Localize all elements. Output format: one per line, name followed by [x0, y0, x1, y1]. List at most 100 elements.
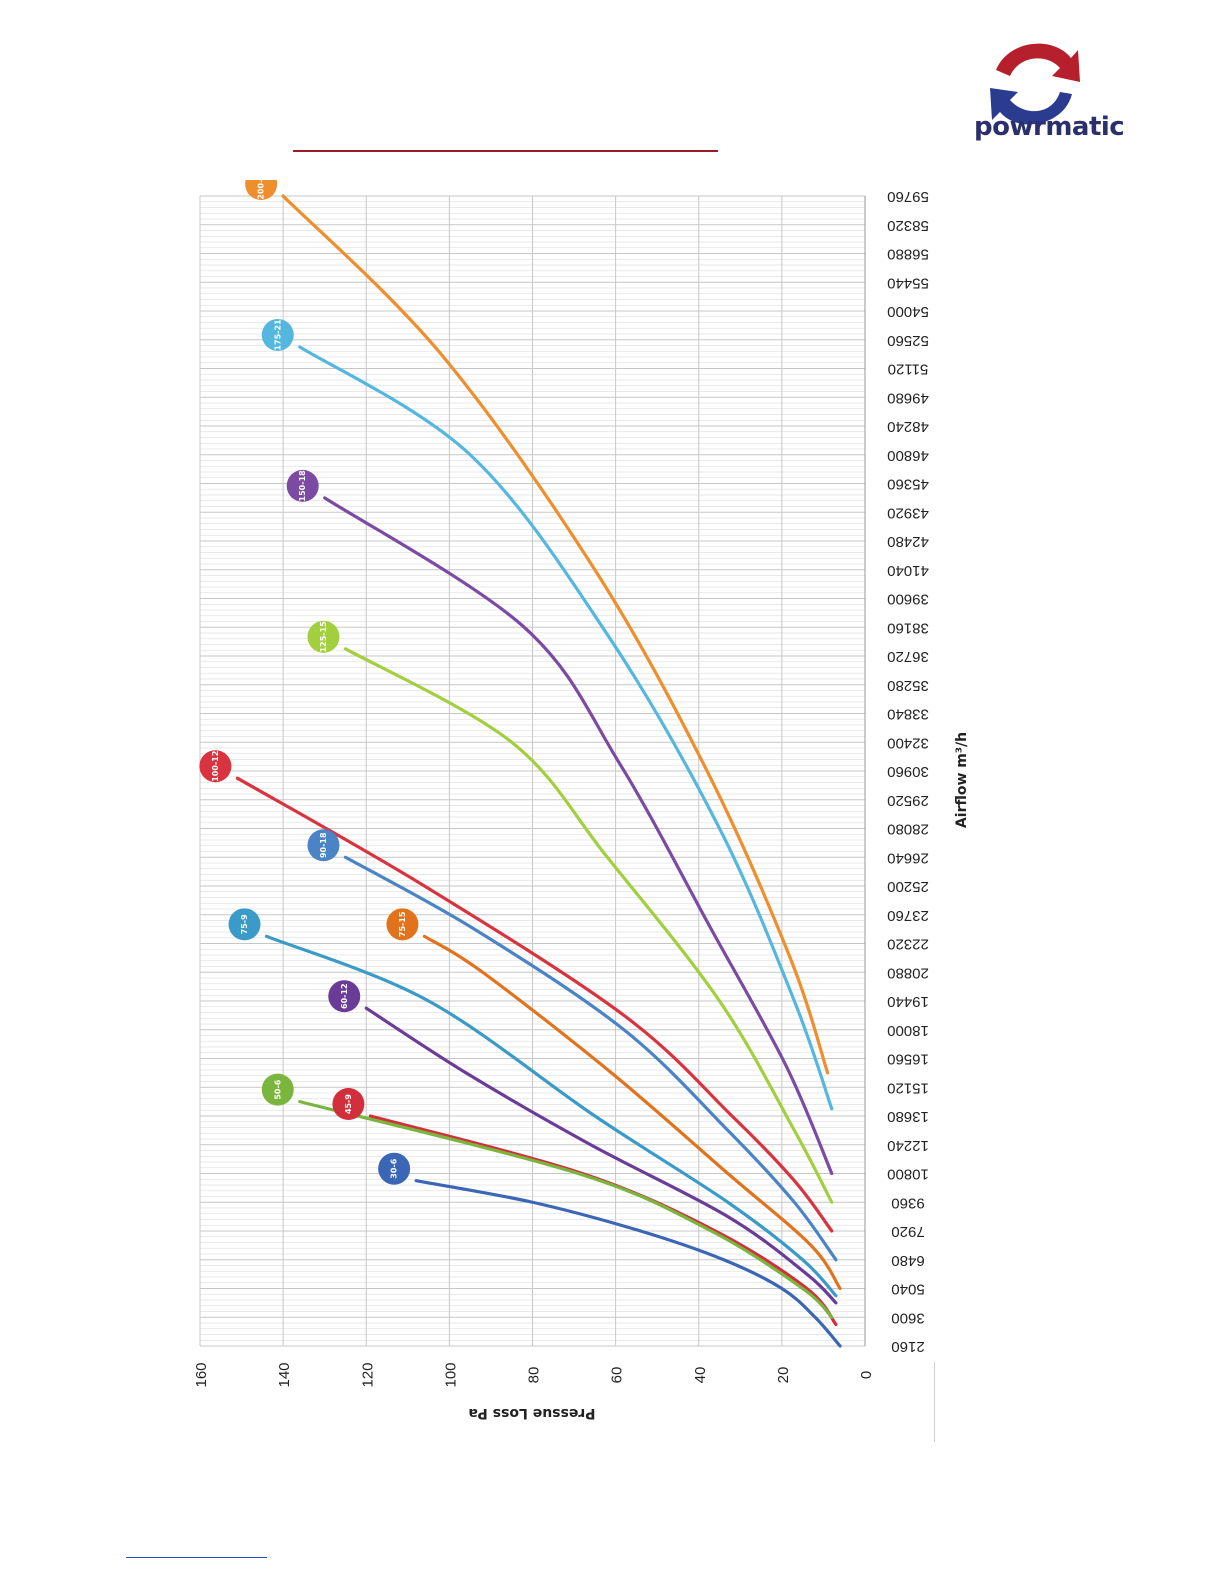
series-line-175-21	[298, 345, 834, 1111]
series-line-75-9	[264, 934, 838, 1298]
series-label-75-15: 75-15	[398, 911, 407, 937]
airflow-tick-label: 5040	[891, 1281, 924, 1298]
airflow-tick-label: 55440	[887, 274, 929, 291]
series-badge-125-15	[307, 620, 340, 653]
title-rule	[293, 150, 718, 152]
series-badge-150-18	[286, 469, 319, 502]
airflow-tick-label: 54000	[887, 303, 929, 320]
series-label-45-9: 45-9	[344, 1094, 353, 1114]
red-arrow-icon	[996, 43, 1080, 82]
airflow-tick-label: 35280	[887, 677, 929, 694]
series-label-30-6: 30-6	[390, 1158, 399, 1178]
airflow-tick-label: 52560	[887, 332, 929, 349]
airflow-tick-label: 48240	[887, 418, 929, 435]
series-badge-100-12	[199, 750, 232, 783]
airflow-tick-label: 9360	[891, 1194, 924, 1211]
pressure-tick-label: 140	[276, 1362, 293, 1387]
series-badge-75-15	[386, 908, 419, 941]
pressure-tick-label: 40	[692, 1367, 709, 1384]
airflow-tick-label: 49680	[887, 389, 929, 406]
airflow-tick-label: 59760	[887, 188, 929, 205]
airflow-tick-label: 32400	[887, 734, 929, 751]
pressure-loss-chart: 2160 3600 5040 6480 7920 9360 10800 12240 13680 1…	[193, 180, 970, 1421]
pressure-tick-label: 100	[442, 1362, 459, 1387]
series-line-200-24	[281, 194, 830, 1075]
series-badge-175-21	[261, 318, 294, 351]
airflow-tick-label: 15120	[887, 1079, 929, 1096]
series-line-90-18	[343, 855, 838, 1262]
airflow-tick-label: 36720	[887, 648, 929, 665]
series-line-60-12	[364, 1006, 838, 1305]
x-axis-title: Airflow m³/h	[954, 732, 970, 828]
airflow-tick-label: 51120	[888, 361, 929, 378]
airflow-tick-label: 42480	[887, 533, 929, 550]
y-axis-title: Pressue Loss Pa	[468, 1405, 595, 1421]
powrmatic-logo	[990, 43, 1080, 125]
series-badge-50-6	[261, 1073, 294, 1106]
pressure-tick-label: 20	[775, 1367, 792, 1384]
airflow-tick-label: 43920	[887, 504, 929, 521]
airflow-tick-label: 26640	[887, 849, 929, 866]
series-label-75-9: 75-9	[240, 914, 249, 934]
series-label-175-21: 175-21	[273, 319, 282, 351]
pressure-tick-label: 120	[359, 1362, 376, 1387]
series-line-75-15	[422, 934, 842, 1291]
footer-rule	[126, 1557, 267, 1558]
airflow-tick-label: 41040	[887, 562, 929, 579]
pressure-tick-label: 160	[193, 1362, 210, 1387]
airflow-tick-label: 23760	[887, 907, 929, 924]
airflow-tick-label: 33840	[887, 706, 929, 723]
airflow-tick-label: 38160	[887, 619, 929, 636]
series-badge-90-18	[307, 829, 340, 862]
airflow-tick-label: 6480	[891, 1252, 924, 1269]
airflow-tick-label: 45360	[887, 476, 929, 493]
airflow-tick-labels: 2160 3600 5040 6480 7920 9360 10800 12240 13680 1…	[887, 188, 929, 1355]
series-badge-45-9	[332, 1088, 365, 1120]
series-line-50-6	[298, 1100, 834, 1319]
brand-name: powrmatic	[974, 112, 1125, 142]
series-label-125-15: 125-15	[319, 621, 328, 653]
airflow-tick-label: 13680	[887, 1108, 929, 1125]
pressure-tick-labels: 0 20 40 60 80 100 120 140 160	[193, 1362, 875, 1387]
airflow-tick-label: 56880	[887, 246, 929, 263]
airflow-tick-label: 10800	[887, 1166, 929, 1183]
pressure-tick-label: 60	[609, 1367, 626, 1384]
series-line-125-15	[343, 647, 834, 1204]
series-line-30-6	[414, 1179, 842, 1348]
series-label-60-12: 60-12	[340, 983, 349, 1009]
airflow-tick-label: 28080	[887, 821, 929, 838]
airflow-tick-label: 18000	[887, 1022, 929, 1039]
airflow-tick-label: 39600	[887, 591, 929, 608]
series-badges: 30-6 45-9 50-6 60-12 75-9 75-15 90-18 100-12 125…	[199, 180, 419, 1185]
series-badge-200-24	[245, 180, 278, 200]
series-label-50-6: 50-6	[273, 1079, 282, 1099]
airflow-tick-label: 30960	[887, 763, 929, 780]
series-label-100-12: 100-12	[211, 751, 220, 782]
airflow-tick-label: 16560	[887, 1051, 929, 1068]
airflow-tick-label: 25200	[887, 878, 929, 895]
series-line-100-12	[235, 776, 834, 1233]
series-badge-60-12	[328, 980, 361, 1013]
airflow-tick-label: 12240	[887, 1137, 929, 1154]
series-badge-75-9	[228, 908, 261, 941]
airflow-tick-label: 2160	[891, 1338, 924, 1355]
series-label-150-18: 150-18	[298, 470, 307, 502]
series-lines	[235, 194, 842, 1348]
grid	[199, 195, 866, 1347]
airflow-tick-label: 20880	[887, 964, 929, 981]
series-badge-30-6	[378, 1152, 411, 1185]
airflow-tick-label: 7920	[891, 1223, 924, 1240]
airflow-tick-label: 3600	[891, 1309, 924, 1326]
airflow-tick-label: 22320	[887, 936, 929, 953]
blue-arrow-icon	[990, 88, 1072, 125]
airflow-tick-label: 29520	[887, 792, 929, 809]
right-rule	[934, 1362, 935, 1442]
pressure-tick-label: 0	[858, 1371, 875, 1379]
airflow-tick-label: 46800	[887, 447, 929, 464]
airflow-tick-label: 19440	[887, 993, 929, 1010]
series-line-150-18	[323, 496, 834, 1176]
series-label-90-18: 90-18	[319, 832, 328, 858]
series-label-200-24: 200-24	[257, 180, 266, 200]
airflow-tick-label: 58320	[887, 217, 929, 234]
pressure-tick-label: 80	[526, 1367, 543, 1384]
